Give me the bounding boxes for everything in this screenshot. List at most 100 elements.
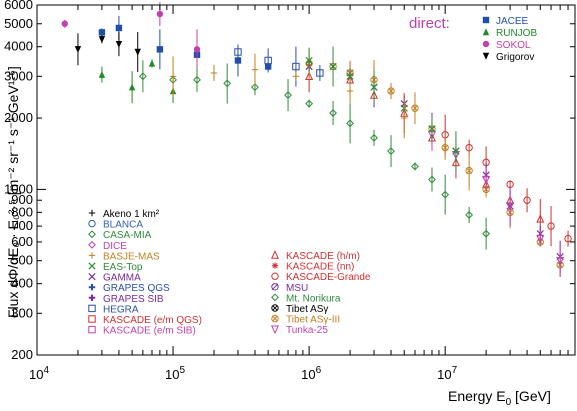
data-point: [465, 166, 473, 175]
y-tick-label: 3000: [4, 68, 33, 83]
legend-label: KASCADE (e/m SIB): [103, 326, 196, 337]
data-point: [523, 196, 531, 204]
data-point: [98, 70, 106, 78]
data-point: [234, 57, 242, 64]
legend-marker: [88, 262, 96, 270]
legend-label: RUNJOB: [496, 28, 537, 39]
legend-marker: [88, 272, 96, 281]
legend-label: Tibet ASγ: [286, 304, 328, 315]
data-point: [346, 119, 354, 128]
y-tick-label: 300: [11, 305, 33, 320]
legend-marker: [271, 283, 279, 291]
x-tick-label: 104: [29, 365, 49, 382]
data-point: [536, 234, 545, 244]
y-tick-label: 400: [11, 276, 33, 291]
legend-label: Tibet ASγ-III: [286, 315, 340, 326]
legend-label: KASCADE (e/m QGS): [103, 315, 202, 326]
legend-label: KASCADE (h/m): [286, 251, 360, 262]
data-point: [506, 202, 515, 211]
data-point: [115, 24, 123, 32]
data-point: [465, 211, 474, 219]
legend-label: Tunka-25: [286, 325, 328, 336]
data-point: [193, 75, 201, 84]
legend-label: GAMMA: [103, 273, 141, 284]
y-tick-label: 6000: [4, 0, 33, 12]
data-point: [292, 73, 300, 80]
data-point: [148, 59, 156, 67]
legend-marker: [482, 40, 490, 48]
legend-marker: [271, 272, 279, 280]
y-tick-label: 700: [11, 218, 33, 233]
legend-marker: [88, 315, 96, 323]
data-point: [387, 87, 395, 95]
y-tick-label: 2000: [4, 110, 33, 125]
legend-marker: [482, 52, 490, 60]
legend-label: HEGRA: [103, 304, 139, 315]
data-point: [536, 214, 545, 223]
data-point: [251, 66, 259, 73]
y-tick-label: 900: [11, 192, 33, 207]
legend-label: MSU: [286, 283, 308, 294]
data-point: [210, 69, 218, 77]
data-point: [305, 71, 314, 81]
data-point: [234, 48, 242, 56]
data-point: [556, 257, 565, 266]
data-point: [411, 104, 419, 112]
data-point: [156, 46, 164, 53]
data-point: [156, 10, 164, 18]
y-tick-label: 500: [11, 253, 33, 268]
data-point: [305, 56, 313, 65]
legend-label: BLANCA: [103, 220, 143, 231]
legend-label: JACEE: [496, 16, 529, 27]
y-tick-label: 800: [11, 204, 33, 219]
data-point: [316, 69, 324, 77]
data-point: [452, 147, 460, 155]
axes: 104 105 106 107 200 300 400 500 6007008009001000…: [4, 0, 576, 382]
data-point: [329, 62, 337, 71]
legend-marker: [271, 314, 279, 323]
plot-frame: [36, 4, 576, 356]
x-tick-label: 107: [437, 365, 457, 382]
data-point: [169, 73, 177, 80]
y-tick-label: 1000: [4, 181, 33, 196]
data-point: [128, 83, 136, 91]
legend-left: Akeno 1 km²BLANCACASA-MIADICEBASJE-MASEA…: [88, 209, 202, 337]
y-axis-title: Flux dΦ/dE₀ · E₀²·⁵ [m⁻² sr⁻¹ s⁻¹ GeV¹·⁵…: [5, 66, 21, 318]
data-point: [115, 40, 123, 48]
legend-marker: [88, 325, 96, 334]
y-tick-label: 4000: [4, 39, 33, 54]
legend-marker: [271, 250, 279, 259]
data-point: [411, 162, 419, 171]
y-tick-label: 200: [11, 347, 33, 362]
legend-marker: [88, 284, 96, 291]
legend-label: Grigorov: [496, 52, 534, 63]
legend-marker: [271, 293, 279, 302]
data-point: [387, 147, 395, 156]
data-point: [482, 175, 491, 185]
data-point: [329, 109, 337, 117]
data-point: [134, 48, 141, 56]
data-point: [138, 72, 147, 81]
data-point: [428, 125, 436, 133]
data-point: [482, 229, 491, 238]
data-point: [193, 46, 201, 53]
legend-marker: [271, 262, 279, 269]
data-point: [284, 91, 292, 99]
legend-label: SOKOL: [496, 40, 531, 51]
legend-marker: [271, 325, 279, 335]
legend-marker: [88, 294, 96, 301]
data-point: [264, 56, 272, 65]
data-point: [251, 83, 259, 92]
legend-label: DICE: [103, 241, 127, 252]
data-point: [98, 29, 106, 36]
legend-label: BASJE-MAS: [103, 251, 160, 262]
legend-marker: [88, 230, 96, 239]
legend-marker: [88, 240, 96, 249]
legend-marker: [482, 28, 490, 36]
legend-direct-title: direct:: [409, 15, 450, 32]
legend-label: GRAPES SIB: [103, 294, 164, 305]
legend-marker: [88, 219, 96, 228]
legend-label: KASCADE (nn): [286, 262, 354, 273]
